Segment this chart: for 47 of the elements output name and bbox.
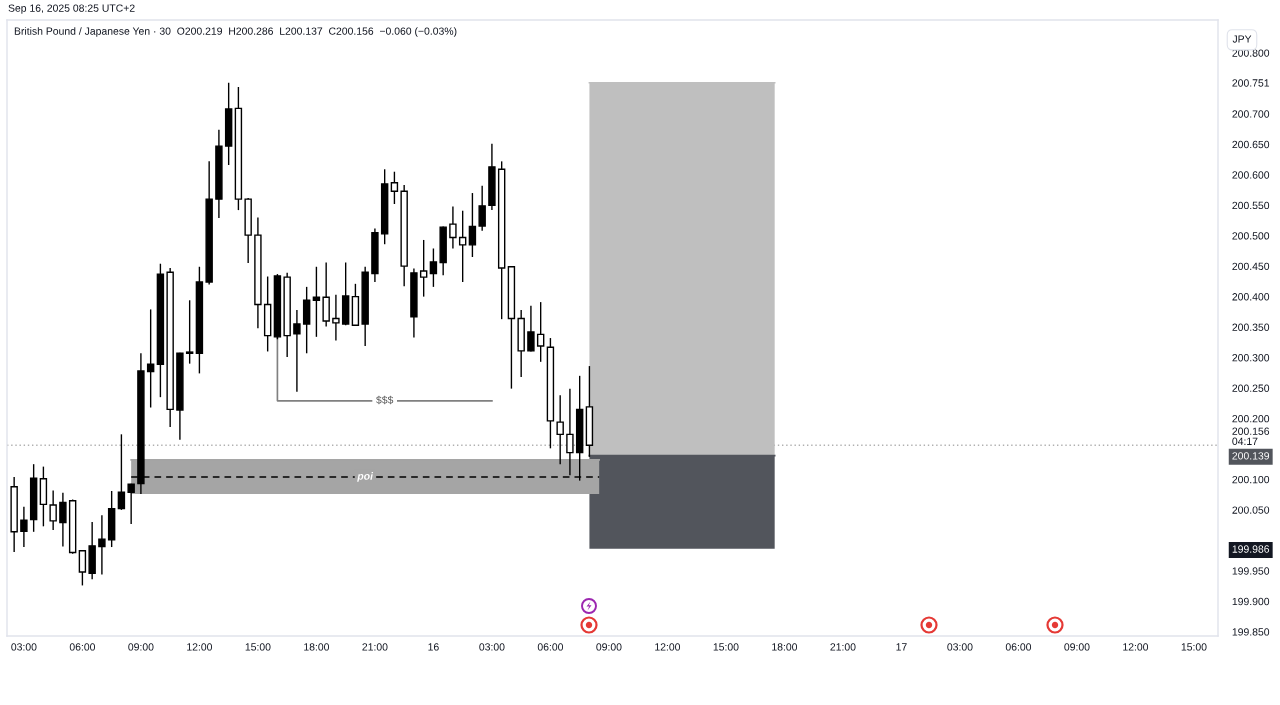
y-tick-label: 199.850 [1232,628,1270,636]
text: Sep 16, 2025 08:25 UTC+2 [8,4,135,14]
y-tick-label: 200.100 [1232,475,1270,484]
y-tick-label: 200.800 [1232,49,1270,57]
y-tick-label: 200.050 [1232,506,1270,514]
x-tick-label: 09:00 [128,643,154,651]
y-tick-label: 200.200 [1232,414,1270,423]
y-tick-label: 199.986 [1232,545,1270,553]
x-tick-label: 15:00 [1181,643,1207,651]
x-tick-label: 15:00 [713,643,739,651]
x-tick-label: 21:00 [830,643,856,651]
y-tick-label: 200.300 [1232,354,1270,362]
y-tick-label: 200.550 [1232,201,1270,210]
x-tick-label: 12:00 [1123,643,1149,651]
x-tick-label: 09:00 [596,643,622,651]
x-tick-label: 17 [896,643,907,651]
x-tick-label: 06:00 [69,643,96,651]
x-tick-label: 12:00 [655,643,681,651]
x-tick-label: 15:00 [245,643,271,651]
annotation: $$$ [376,395,394,405]
x-tick-label: 03:00 [11,643,37,651]
x-tick-label: 18:00 [304,643,330,651]
text: British Pound / Japanese Yen · 30 O200.219 H200.286 L200.137 C200.156 −0.060 (−0.03%) [14,27,457,37]
y-tick-label: 200.600 [1232,171,1270,179]
y-tick-label: 200.650 [1232,140,1270,149]
x-tick-label: 06:00 [1005,643,1032,651]
annotation: poi [357,472,374,482]
y-tick-label: 200.700 [1232,110,1270,118]
x-tick-label: 12:00 [187,643,213,651]
x-tick-label: 03:00 [479,643,505,651]
x-tick-label: 06:00 [537,643,564,651]
y-tick-label: 199.950 [1232,567,1270,575]
y-axis-title: JPY [1232,35,1252,43]
x-tick-label: 21:00 [362,643,388,651]
x-tick-label: 16 [428,643,439,651]
x-tick-label: 03:00 [947,643,973,651]
y-tick-label: 200.350 [1232,323,1270,331]
y-tick-label: 200.500 [1232,232,1270,240]
x-tick-label: 18:00 [772,643,798,651]
y-tick-label: 200.139 [1232,452,1270,460]
x-tick-label: 09:00 [1064,643,1090,651]
y-tick-label: 200.400 [1232,293,1270,301]
y-tick-label: 200.450 [1232,262,1270,271]
y-tick-label: 200.250 [1232,384,1270,392]
y-tick-label: 199.900 [1232,597,1270,606]
ref-line-label: 200.156 04:17 [1232,427,1270,445]
y-tick-label: 200.751 [1232,79,1270,87]
